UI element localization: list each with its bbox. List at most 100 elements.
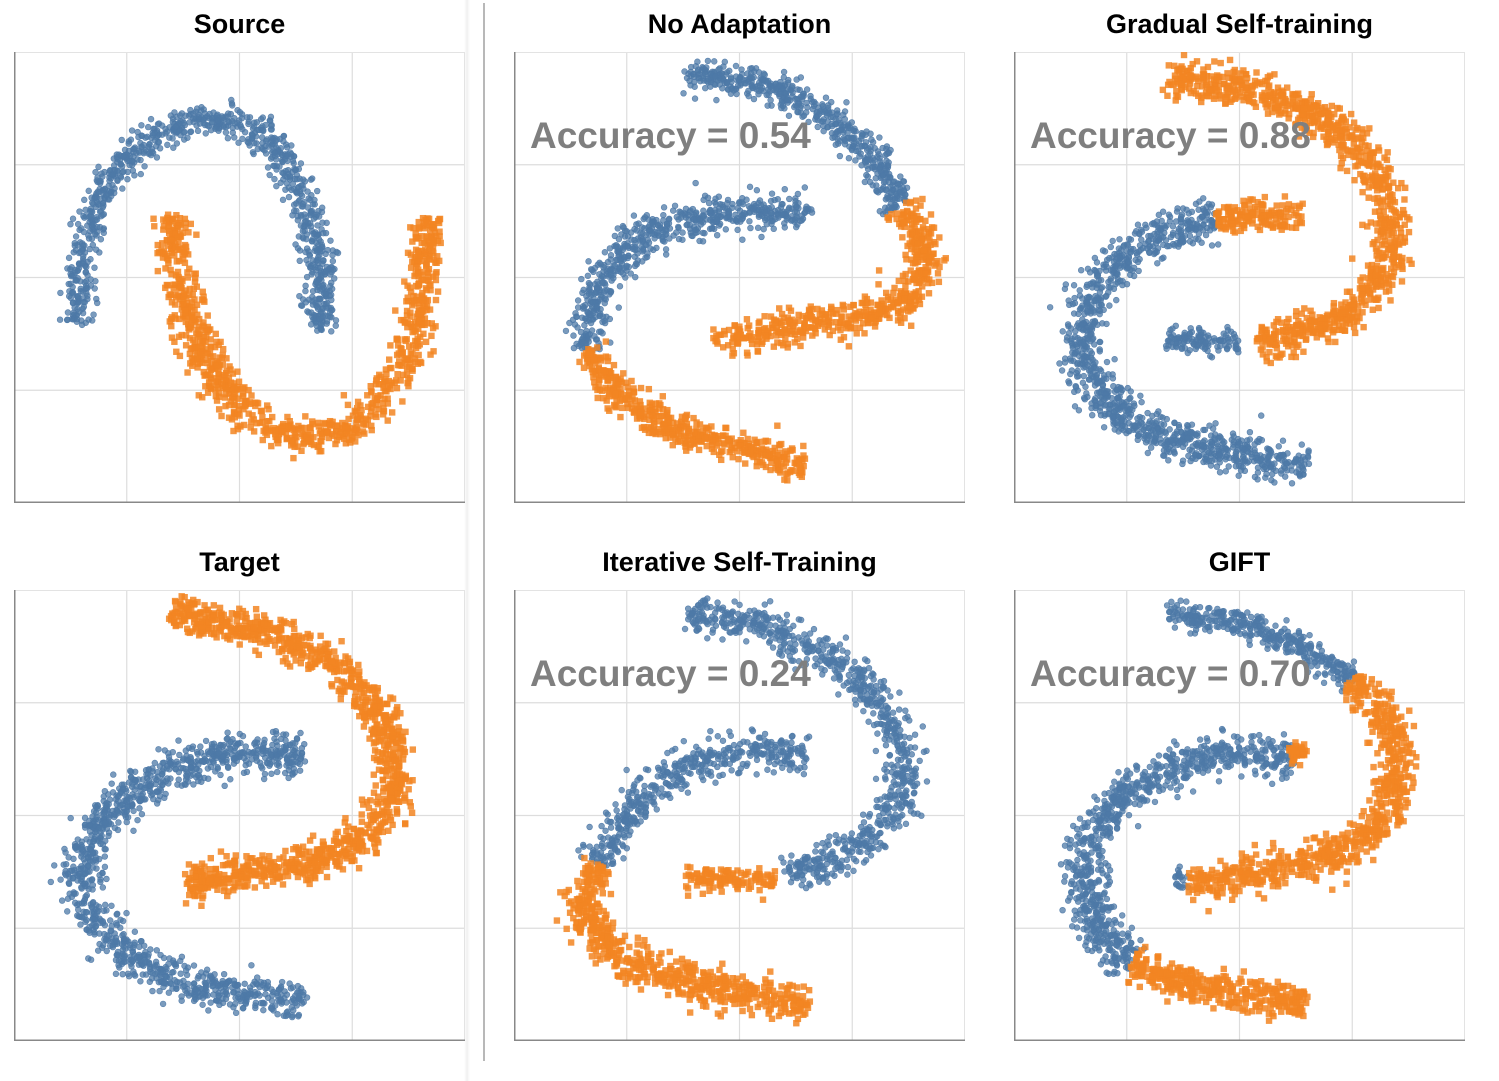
data-point-square (265, 406, 272, 413)
data-point-circle (739, 236, 746, 243)
data-point-square (412, 230, 419, 237)
data-point-circle (822, 94, 830, 101)
data-point-square (918, 267, 925, 275)
data-point-square (774, 451, 781, 459)
data-point-square (199, 288, 206, 295)
data-point-square (859, 320, 867, 327)
data-point-square (167, 266, 174, 274)
data-point-square (919, 195, 926, 203)
data-point-circle (804, 104, 811, 111)
data-point-circle (1169, 231, 1177, 239)
data-point-circle (857, 150, 864, 157)
data-point-circle (297, 160, 305, 167)
data-point-square (828, 303, 835, 311)
data-point-square (413, 338, 421, 345)
data-point-circle (794, 190, 802, 198)
data-point-square (368, 426, 375, 434)
data-point-circle (258, 134, 266, 141)
data-point-circle (294, 245, 302, 252)
data-point-square (901, 219, 908, 227)
data-point-circle (1137, 392, 1144, 399)
data-point-square (406, 375, 414, 382)
data-point-circle (1092, 267, 1099, 275)
data-point-square (428, 320, 435, 327)
data-point-square (776, 305, 783, 312)
data-point-square (186, 285, 194, 293)
data-point-square (221, 394, 229, 401)
data-point-circle (640, 247, 647, 254)
left-panel-edge-shadow (464, 0, 470, 1081)
data-point-square (419, 289, 426, 297)
data-point-square (430, 249, 437, 257)
data-point-circle (1102, 261, 1109, 268)
data-point-square (403, 298, 410, 305)
data-point-circle (262, 150, 270, 157)
data-point-circle (850, 140, 858, 147)
data-point-square (708, 431, 716, 438)
data-point-square (172, 272, 180, 279)
data-point-square (926, 231, 933, 238)
data-point-circle (237, 121, 244, 129)
data-point-square (181, 215, 189, 223)
data-point-circle (780, 68, 788, 76)
data-point-square (234, 425, 242, 433)
data-point-circle (231, 120, 238, 127)
data-point-square (730, 335, 737, 342)
data-point-square (380, 405, 387, 412)
data-point-square (695, 436, 703, 444)
data-point-square (175, 333, 183, 340)
data-point-square (354, 416, 361, 424)
data-point-circle (1091, 341, 1098, 348)
data-point-circle (1063, 334, 1071, 341)
data-point-square (902, 282, 909, 290)
data-point-circle (1171, 431, 1178, 438)
data-point-square (617, 385, 624, 393)
data-point-circle (1258, 412, 1265, 419)
data-point-square (185, 229, 192, 236)
data-point-square (922, 217, 929, 225)
data-point-square (871, 319, 878, 326)
data-point-circle (187, 128, 195, 135)
data-point-circle (837, 121, 845, 128)
data-point-square (367, 382, 374, 390)
data-point-square (216, 361, 223, 368)
data-point-circle (808, 206, 815, 213)
data-point-square (376, 371, 383, 379)
data-point-circle (1183, 221, 1191, 228)
data-point-square (407, 264, 415, 271)
data-point-square (753, 447, 761, 455)
data-point-square (286, 418, 293, 425)
data-point-square (838, 313, 845, 320)
data-point-circle (1133, 249, 1140, 256)
data-point-circle (248, 135, 256, 142)
data-point-circle (1171, 419, 1178, 426)
data-point-square (300, 439, 308, 446)
data-point-square (606, 373, 613, 380)
data-point-circle (259, 139, 266, 147)
data-point-circle (155, 120, 163, 127)
data-point-square (709, 437, 717, 445)
data-point-circle (307, 262, 314, 270)
data-point-circle (760, 225, 767, 233)
data-point-circle (803, 86, 811, 93)
data-point-circle (701, 192, 709, 199)
data-point-square (422, 338, 430, 346)
data-point-square (228, 416, 236, 423)
data-point-circle (111, 166, 119, 174)
data-point-square (703, 442, 710, 450)
data-point-square (425, 277, 432, 285)
data-point-square (417, 253, 424, 260)
data-point-square (812, 317, 819, 324)
data-point-circle (209, 118, 216, 126)
data-point-square (302, 413, 309, 420)
data-point-square (805, 312, 812, 319)
data-point-square (386, 356, 393, 363)
data-point-circle (285, 193, 293, 201)
data-point-square (182, 243, 190, 250)
data-point-square (166, 318, 173, 325)
data-point-circle (246, 142, 253, 149)
data-point-circle (83, 263, 90, 271)
data-point-circle (84, 295, 91, 303)
data-point-square (171, 312, 178, 319)
data-point-square (406, 343, 413, 350)
